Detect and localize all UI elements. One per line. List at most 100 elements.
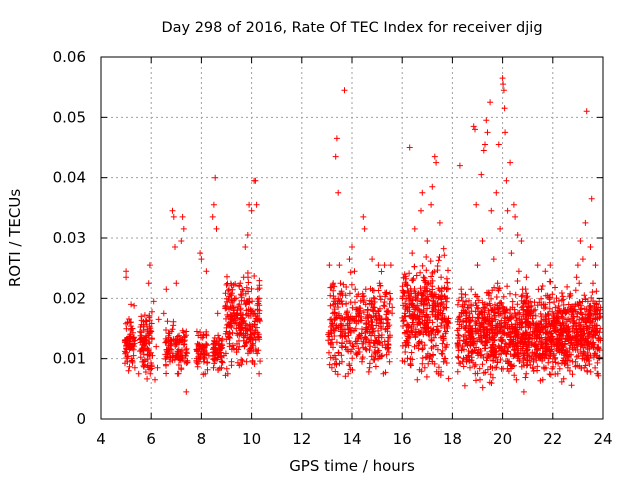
data-point	[365, 368, 372, 375]
data-point	[567, 292, 574, 299]
data-point	[123, 355, 130, 362]
data-point	[588, 294, 595, 301]
data-point	[231, 296, 238, 302]
data-point	[441, 293, 448, 300]
data-point	[441, 355, 448, 362]
data-point	[371, 349, 378, 355]
data-point	[489, 336, 496, 343]
data-point	[532, 328, 539, 335]
data-point	[577, 321, 584, 328]
x-tick-label: 22	[543, 430, 562, 448]
data-point	[531, 299, 538, 306]
data-point	[535, 341, 542, 348]
data-point	[247, 306, 254, 313]
data-point	[229, 329, 236, 336]
data-point	[549, 291, 556, 298]
data-point	[251, 361, 258, 367]
data-point	[509, 338, 516, 345]
data-point	[387, 295, 394, 302]
data-point	[195, 358, 202, 365]
data-point	[421, 283, 428, 290]
data-point	[181, 341, 188, 348]
data-point	[428, 345, 435, 352]
data-point	[569, 344, 576, 351]
data-point	[504, 348, 511, 355]
data-point	[454, 327, 461, 334]
data-point	[559, 357, 566, 364]
data-point	[419, 319, 426, 325]
data-point	[330, 287, 337, 294]
data-point	[552, 328, 559, 335]
y-tick-label: 0.02	[53, 289, 86, 307]
data-point	[455, 354, 462, 361]
data-point	[218, 337, 225, 344]
data-point	[424, 287, 431, 294]
data-point	[522, 329, 529, 336]
data-point	[335, 189, 342, 196]
data-point	[229, 299, 236, 306]
data-point	[223, 281, 230, 288]
data-point	[582, 352, 589, 358]
data-point	[167, 345, 173, 352]
data-point	[590, 280, 596, 287]
data-point	[233, 346, 240, 353]
data-point	[520, 341, 527, 348]
data-point	[128, 301, 135, 308]
data-point	[474, 314, 481, 321]
data-point	[341, 316, 348, 323]
data-point	[579, 256, 586, 263]
data-point	[146, 323, 153, 330]
data-point	[516, 333, 522, 339]
data-point	[228, 297, 235, 304]
data-point	[463, 340, 470, 347]
data-point	[588, 195, 595, 202]
y-tick-label: 0.01	[53, 350, 86, 368]
data-point	[142, 369, 149, 375]
data-point	[329, 336, 336, 343]
data-point	[406, 144, 413, 151]
data-point	[211, 360, 218, 367]
data-point	[481, 301, 488, 307]
data-point	[546, 371, 553, 378]
data-point	[424, 238, 431, 244]
data-point	[344, 346, 350, 353]
data-point	[485, 292, 492, 299]
data-point	[520, 356, 527, 362]
data-points	[121, 75, 604, 395]
data-point	[129, 358, 136, 365]
data-point	[137, 354, 144, 361]
data-point	[386, 300, 393, 307]
data-point	[509, 298, 516, 305]
data-point	[402, 349, 409, 355]
data-point	[529, 315, 536, 322]
data-point	[418, 207, 424, 214]
data-point	[440, 358, 447, 365]
data-point	[557, 322, 564, 329]
data-point	[532, 341, 539, 347]
data-point	[454, 368, 461, 375]
data-point	[476, 365, 483, 372]
data-point	[342, 292, 349, 299]
data-point	[416, 340, 423, 347]
data-point	[380, 370, 387, 377]
data-point	[349, 304, 356, 311]
data-point	[238, 292, 245, 299]
data-point	[219, 359, 226, 366]
data-point	[334, 300, 341, 307]
data-point	[514, 337, 521, 344]
data-point	[330, 298, 337, 305]
data-point	[226, 343, 233, 350]
data-point	[224, 370, 231, 377]
data-point	[564, 316, 571, 323]
data-point	[596, 298, 603, 305]
data-point	[557, 331, 564, 338]
data-point	[507, 159, 514, 166]
data-point	[366, 364, 373, 371]
data-point	[332, 356, 339, 363]
data-point	[439, 351, 446, 357]
data-point	[489, 322, 496, 329]
data-point	[222, 303, 229, 310]
data-point	[401, 358, 408, 365]
data-point	[478, 351, 485, 358]
data-point	[171, 356, 178, 363]
